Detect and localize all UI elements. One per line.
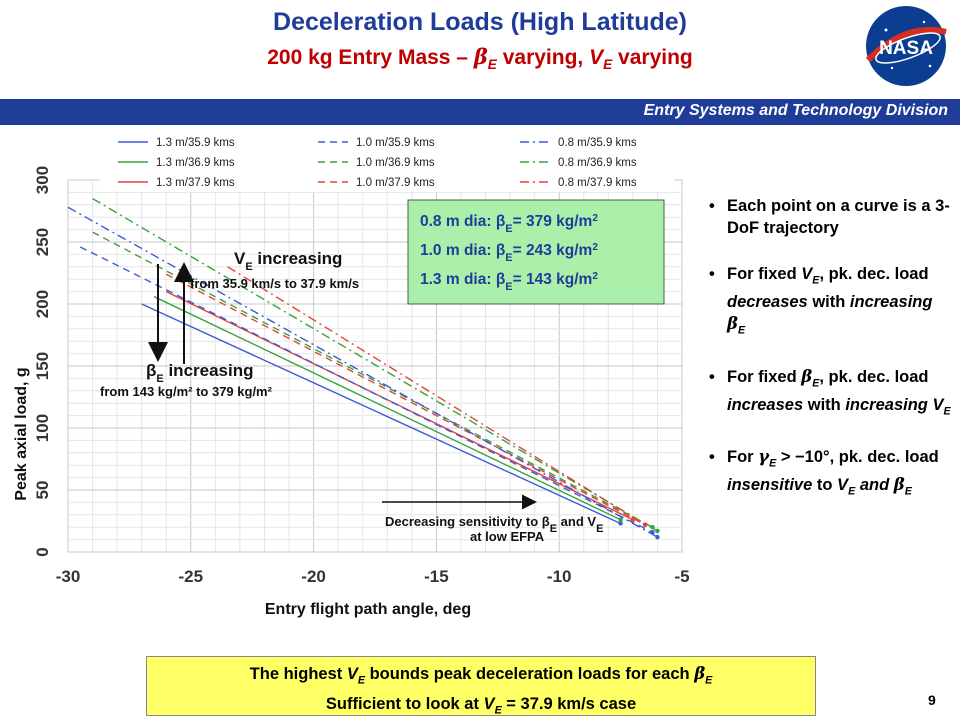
axes: -30 -25 -20 -15 -10 -5 0 50 100 150 200 250 300	[33, 166, 690, 586]
series-line-2	[153, 295, 621, 521]
legend-label-5: 1.0 m/36.9 kms	[356, 157, 435, 169]
conclusion-box: The highest VE bounds peak deceleration …	[146, 656, 816, 717]
legend-label-9: 0.8 m/37.9 kms	[558, 177, 637, 189]
legend-label-4: 1.0 m/35.9 kms	[356, 137, 435, 149]
slide-title: Deceleration Loads (High Latitude)	[273, 8, 687, 36]
legend-box	[100, 130, 674, 192]
x-tick-label: -25	[179, 567, 204, 586]
series-line-3	[165, 290, 634, 521]
deceleration-chart: -30 -25 -20 -15 -10 -5 0 50 100 150 200 250 300 1.3 …	[13, 130, 690, 618]
y-axis-label: Peak axial load, g	[13, 367, 30, 500]
slide-subtitle: 200 kg Entry Mass – βE varying, VE varyi…	[267, 44, 693, 73]
be-annotation-detail: from 143 kg/m² to 379 kg/m²	[100, 384, 273, 399]
bullet-3: For fixed βE, pk. dec. load increases wi…	[705, 366, 955, 423]
legend-label-8: 0.8 m/36.9 kms	[558, 157, 637, 169]
legend-label-6: 1.0 m/37.9 kms	[356, 177, 435, 189]
y-tick-label: 150	[33, 352, 52, 380]
x-tick-label: -5	[674, 567, 689, 586]
legend-label-7: 0.8 m/35.9 kms	[558, 137, 637, 149]
y-tick-label: 250	[33, 228, 52, 256]
series-end-point-5	[650, 525, 655, 530]
ve-annotation-detail: from 35.9 km/s to 37.9 km/s	[190, 276, 359, 291]
legend-label-2: 1.3 m/36.9 kms	[156, 157, 235, 169]
series-line-8	[92, 197, 658, 532]
x-axis-label: Entry flight path angle, deg	[265, 601, 471, 618]
series-end-point-3	[630, 517, 636, 522]
series-line-5	[92, 231, 653, 528]
bullet-list: Each point on a curve is a 3-DoF traject…	[705, 195, 955, 527]
legend-label-3: 1.3 m/37.9 kms	[156, 177, 235, 189]
ve-annotation-title: VE increasing	[234, 249, 342, 273]
series-line-7	[67, 206, 658, 538]
division-banner: Entry Systems and Technology Division	[0, 99, 960, 125]
series-line-4	[79, 246, 653, 533]
conclusion-line-2: Sufficient to look at VE = 37.9 km/s cas…	[325, 695, 637, 717]
x-tick-label: -30	[56, 567, 81, 586]
nasa-logo-text: NASA	[879, 38, 933, 59]
series-end-point-7	[655, 534, 660, 540]
page-number: 9	[928, 692, 936, 708]
beta-box-line-1: 0.8 m dia: βE= 379 kg/m2	[420, 213, 598, 236]
x-tick-label: -15	[424, 567, 449, 586]
series-end-point-1	[618, 521, 623, 526]
series-line-1	[141, 303, 621, 525]
bullet-1: Each point on a curve is a 3-DoF traject…	[705, 195, 955, 239]
series-line-6	[165, 273, 646, 526]
series-layer	[67, 197, 660, 540]
nasa-logo: NASA	[865, 6, 947, 86]
x-tick-label: -10	[547, 567, 572, 586]
series-end-point-2	[618, 517, 623, 522]
series-end-point-9	[642, 522, 648, 527]
legend: 1.3 m/35.9 kms 1.3 m/36.9 kms 1.3 m/37.9 k…	[100, 130, 674, 192]
sensitivity-annotation-line-2: at low EFPA	[470, 529, 545, 544]
y-tick-label: 50	[33, 481, 52, 500]
bullet-4: For γE > −10°, pk. dec. load insensitive…	[705, 446, 955, 503]
bullet-2: For fixed VE, pk. dec. load decreases wi…	[705, 263, 955, 342]
beta-box-line-2: 1.0 m dia: βE= 243 kg/m2	[420, 242, 598, 265]
be-annotation-title: βE increasing	[146, 361, 254, 385]
y-tick-label: 200	[33, 290, 52, 318]
y-tick-label: 0	[33, 547, 52, 556]
conclusion-line-1: The highest VE bounds peak deceleration …	[249, 664, 713, 687]
series-end-point-8	[655, 528, 660, 534]
beta-box-line-3: 1.3 m dia: βE= 143 kg/m2	[420, 271, 598, 294]
legend-label-1: 1.3 m/35.9 kms	[156, 137, 235, 149]
sensitivity-annotation-line-1: Decreasing sensitivity to βE and VE	[385, 514, 603, 535]
beta-box	[407, 199, 665, 305]
series-line-9	[227, 266, 646, 526]
series-end-point-4	[650, 529, 655, 535]
x-tick-label: -20	[301, 567, 326, 586]
y-tick-label: 100	[33, 414, 52, 442]
banner-text: Entry Systems and Technology Division	[643, 102, 948, 119]
y-tick-label: 300	[33, 166, 52, 194]
